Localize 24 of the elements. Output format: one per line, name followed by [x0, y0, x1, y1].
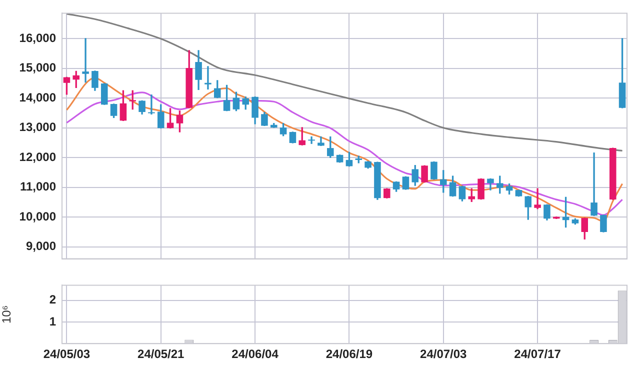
y-tick-label: 14,000	[19, 90, 56, 104]
y-tick-label: 9,000	[26, 239, 56, 254]
x-tick-label: 24/06/04	[232, 347, 279, 362]
x-tick-label: 24/05/21	[138, 347, 185, 362]
candlestick	[590, 152, 598, 216]
x-tick-label: 24/07/17	[514, 347, 562, 362]
line-series	[66, 13, 624, 152]
y-axis-title: 10⁶	[0, 305, 14, 324]
candlestick	[308, 136, 315, 144]
x-tick-label: 24/06/19	[326, 347, 373, 362]
x-tick-label: 24/07/03	[420, 347, 468, 362]
y-tick-label: 1	[49, 314, 56, 328]
candlestick	[204, 66, 212, 90]
y-tick-label: 15,000	[19, 60, 56, 75]
candlestick	[82, 38, 89, 83]
candlestick	[148, 94, 155, 114]
candlestick	[534, 188, 541, 210]
x-tick-label: 24/05/03	[43, 347, 90, 362]
y-tick-label: 10,000	[19, 209, 56, 224]
y-tick-label: 12,000	[19, 150, 56, 164]
y-tick-label: 16,000	[19, 30, 56, 45]
y-tick-label: 11,000	[20, 180, 56, 194]
y-tick-label: 13,000	[19, 120, 56, 134]
y-tick-label: 2	[49, 292, 56, 307]
